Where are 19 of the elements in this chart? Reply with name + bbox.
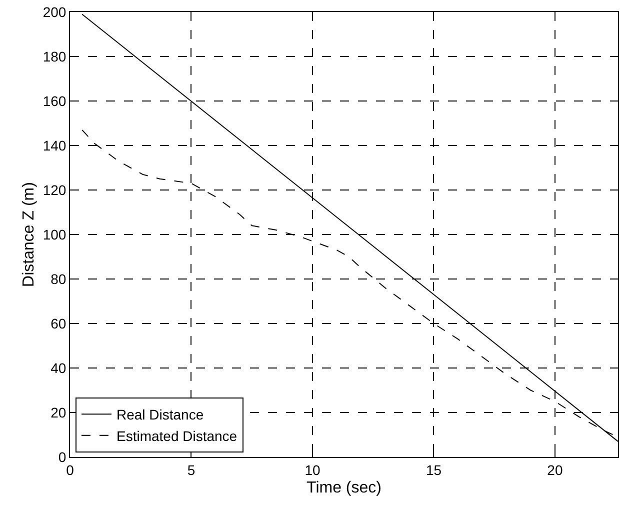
x-axis-title: Time (sec) xyxy=(306,480,382,496)
x-tick-label: 5 xyxy=(187,462,196,478)
legend-label: Real Distance xyxy=(116,406,204,423)
y-axis-title: Distance Z (m) xyxy=(20,182,38,287)
y-tick-label: 80 xyxy=(50,270,66,287)
legend-label: Estimated Distance xyxy=(116,428,238,444)
y-tick-label: 200 xyxy=(42,4,66,20)
y-tick-label: 100 xyxy=(42,226,66,242)
x-tick-label: 15 xyxy=(426,462,442,478)
y-tick-label: 0 xyxy=(58,448,66,465)
y-tick-label: 40 xyxy=(50,360,66,376)
x-tick-label: 10 xyxy=(304,462,320,478)
y-tick-label: 120 xyxy=(42,182,66,198)
y-tick-label: 160 xyxy=(42,92,66,109)
y-tick-label: 60 xyxy=(50,315,66,332)
y-tick-label: 140 xyxy=(42,137,66,154)
y-tick-label: 20 xyxy=(50,404,66,420)
y-tick-label: 180 xyxy=(42,48,66,64)
x-tick-label: 20 xyxy=(547,462,563,478)
